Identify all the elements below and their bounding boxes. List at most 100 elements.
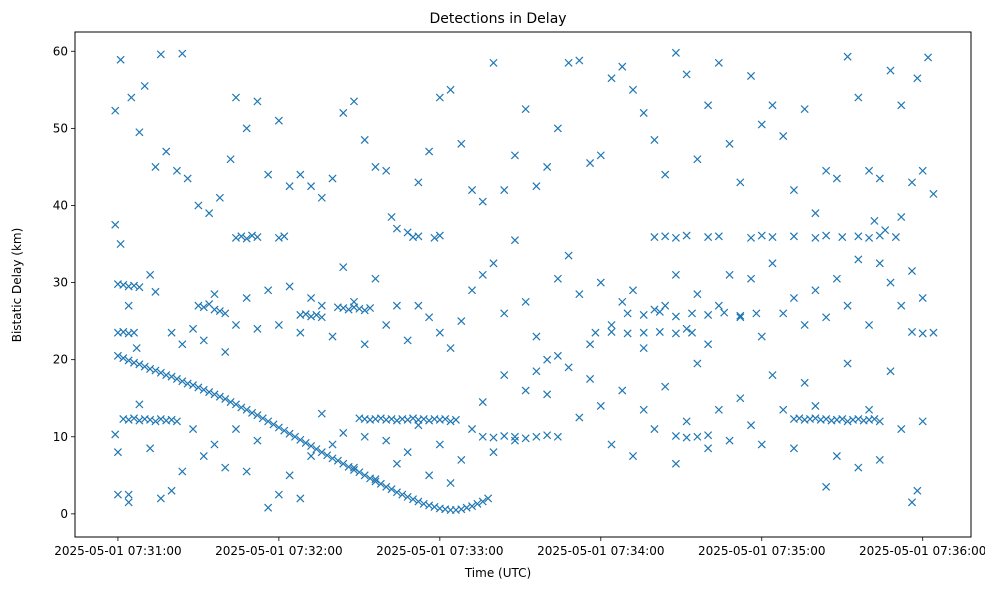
data-point [392, 459, 401, 468]
data-point [317, 313, 326, 322]
data-point [194, 383, 203, 392]
data-point [870, 415, 879, 424]
data-point [543, 390, 552, 399]
data-point [323, 451, 332, 460]
data-point [215, 392, 224, 401]
data-point [854, 232, 863, 241]
data-point [183, 174, 192, 183]
data-point [116, 239, 125, 249]
data-point [779, 309, 788, 318]
x-tick-label: 2025-05-01 07:35:00 [698, 544, 825, 558]
data-point [510, 436, 519, 445]
data-point [127, 93, 136, 102]
data-point [628, 286, 638, 295]
data-point [116, 55, 125, 64]
data-point [693, 432, 702, 441]
data-point [736, 311, 745, 320]
data-point [129, 358, 139, 367]
data-point [543, 355, 552, 364]
data-point [591, 328, 600, 337]
data-point [913, 486, 922, 495]
data-point [307, 293, 316, 303]
data-point [907, 266, 917, 276]
data-point [671, 270, 680, 279]
data-point [237, 232, 246, 241]
data-point [521, 297, 530, 306]
data-point [714, 301, 723, 310]
data-point [135, 400, 144, 409]
data-point [478, 398, 487, 407]
data-point [832, 174, 841, 183]
data-point [918, 417, 927, 426]
data-point [382, 320, 391, 330]
data-point [119, 280, 128, 289]
data-point [156, 415, 165, 424]
data-point [307, 452, 316, 461]
data-point [510, 432, 519, 441]
data-point [564, 58, 573, 67]
data-point [242, 293, 251, 303]
data-point [419, 499, 428, 508]
data-point [639, 328, 648, 337]
data-point [307, 441, 316, 451]
data-point [408, 495, 418, 504]
plot-area [75, 32, 971, 537]
data-point [317, 193, 326, 202]
data-point [725, 139, 734, 148]
data-point [768, 233, 777, 242]
data-point [167, 486, 176, 495]
data-point [468, 286, 477, 295]
data-point [221, 347, 230, 356]
data-point [913, 74, 922, 83]
data-point [564, 363, 573, 372]
data-point [328, 454, 337, 463]
data-point [553, 351, 562, 360]
data-point [280, 426, 289, 435]
chart-title: Detections in Delay [429, 11, 566, 27]
data-point [253, 324, 262, 333]
data-point [296, 328, 305, 337]
data-point [210, 305, 219, 314]
data-point [736, 178, 745, 187]
data-point [301, 438, 310, 447]
data-point [838, 233, 847, 242]
data-point [113, 490, 122, 499]
data-point [231, 425, 240, 434]
data-point [290, 432, 300, 441]
data-point [403, 492, 412, 501]
data-point [489, 259, 498, 268]
data-point [382, 482, 391, 491]
data-point [671, 431, 680, 441]
data-point [355, 304, 364, 313]
data-point [500, 309, 509, 318]
data-point [253, 233, 262, 242]
data-point [414, 178, 423, 187]
data-point [446, 85, 455, 94]
data-point [285, 429, 294, 438]
data-point [178, 377, 187, 386]
data-point [607, 327, 616, 336]
data-point [221, 309, 230, 318]
data-point [532, 332, 541, 341]
data-point [307, 312, 316, 321]
data-point [795, 414, 804, 423]
data-point [124, 415, 133, 424]
data-point [242, 124, 251, 133]
data-point [274, 116, 283, 125]
data-point [720, 308, 729, 317]
data-point [489, 433, 498, 442]
data-point [800, 105, 809, 114]
data-point [414, 232, 423, 241]
data-point [178, 340, 187, 349]
data-point [875, 174, 884, 183]
data-point [746, 274, 756, 283]
data-point [301, 310, 310, 319]
x-axis-label: Time (UTC) [464, 566, 531, 580]
data-point [285, 182, 294, 191]
data-point [891, 233, 900, 242]
data-point [221, 463, 230, 472]
data-point [446, 344, 455, 353]
data-point [339, 459, 348, 468]
